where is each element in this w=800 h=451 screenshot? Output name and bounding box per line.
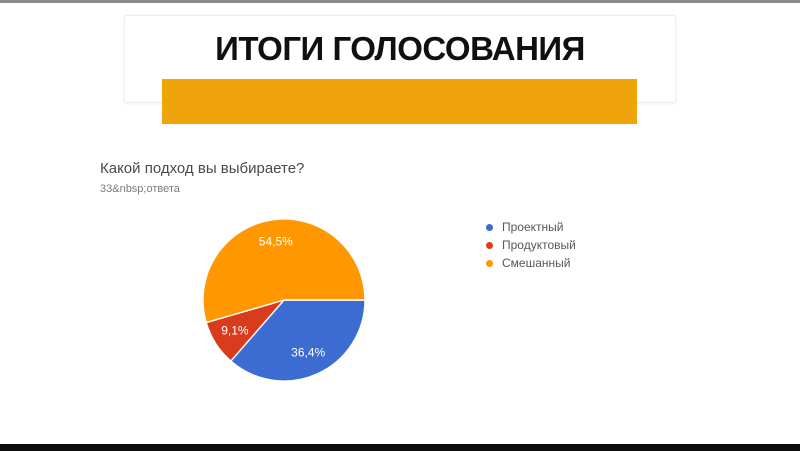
pie-slice-3 bbox=[202, 218, 366, 324]
question-block: Какой подход вы выбираете? 33&nbsp;ответ… bbox=[100, 160, 304, 195]
legend-dot-icon bbox=[486, 259, 493, 267]
accent-bar bbox=[162, 79, 637, 124]
pie-chart: 36,4% 9,1% 54,5% bbox=[202, 218, 366, 382]
legend-item-1: Проектный bbox=[486, 218, 576, 236]
top-strip bbox=[0, 0, 800, 3]
responses-count: 33&nbsp;ответа bbox=[100, 183, 180, 195]
question-text: Какой подход вы выбираете? bbox=[100, 160, 305, 177]
bottom-bar bbox=[0, 444, 800, 451]
pie-slice-label-3: 54,5% bbox=[259, 234, 293, 248]
legend-dot-icon bbox=[486, 241, 493, 249]
pie-slice-1 bbox=[230, 299, 366, 382]
legend-item-2: Продуктовый bbox=[486, 236, 576, 254]
legend-item-3: Смешанный bbox=[486, 254, 576, 272]
legend-label: Смешанный bbox=[502, 256, 571, 270]
pie-slice-label-2: 9,1% bbox=[221, 324, 249, 338]
pie-slice-label-1: 36,4% bbox=[291, 345, 325, 359]
slide-title: ИТОГИ ГОЛОСОВАНИЯ bbox=[215, 30, 585, 67]
chart-legend: Проектный Продуктовый Смешанный bbox=[486, 218, 576, 272]
legend-dot-icon bbox=[486, 223, 493, 231]
legend-label: Продуктовый bbox=[502, 238, 576, 252]
legend-label: Проектный bbox=[502, 220, 564, 234]
